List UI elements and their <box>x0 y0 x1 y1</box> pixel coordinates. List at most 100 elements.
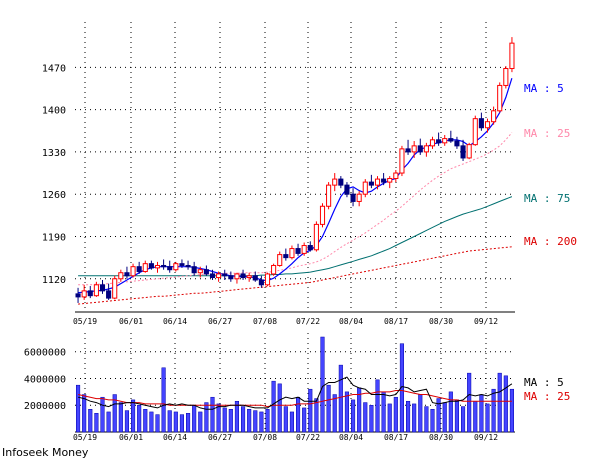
volume-bar <box>143 409 148 433</box>
volume-bar <box>76 384 81 433</box>
volume-bar <box>406 400 411 433</box>
volume-ma25-line <box>77 390 512 408</box>
volume-bar <box>381 391 386 433</box>
volume-legend-ma25: MA : 25 <box>524 390 570 403</box>
volume-bar <box>265 409 270 433</box>
volume-bar <box>363 402 368 433</box>
candle-body <box>161 264 167 268</box>
volume-bar <box>442 402 447 433</box>
volume-bar <box>161 367 166 433</box>
candle-body <box>301 245 307 254</box>
volume-bar <box>167 410 172 433</box>
volume-bar <box>186 413 191 433</box>
candle-body <box>258 279 264 286</box>
price-y-tick-label: 1260 <box>42 190 66 201</box>
volume-bar <box>393 396 398 433</box>
candle-body <box>478 118 484 129</box>
price-x-tick-label: 06/01 <box>119 317 143 326</box>
candle-body <box>228 275 234 280</box>
volume-bar <box>351 399 356 433</box>
volume-x-tick-label: 06/14 <box>163 433 187 442</box>
volume-bar <box>88 409 93 433</box>
volume-bar <box>430 409 435 433</box>
volume-bar <box>461 406 466 433</box>
volume-bar <box>473 400 478 433</box>
volume-bar <box>149 411 154 433</box>
candle-body <box>319 205 326 225</box>
candle-body <box>136 266 142 273</box>
price-x-tick-label: 08/30 <box>429 317 453 326</box>
candle-body <box>130 266 136 277</box>
volume-bar <box>509 388 514 433</box>
volume-bar <box>234 400 239 433</box>
candle-body <box>393 172 399 179</box>
candle-body <box>252 275 258 281</box>
volume-legend-ma5: MA : 5 <box>524 376 564 389</box>
volume-bar <box>289 411 294 433</box>
candle-body <box>411 145 417 153</box>
volume-bar <box>216 403 221 433</box>
ma25-line <box>78 132 513 286</box>
volume-bar <box>387 403 392 433</box>
candle-body <box>87 290 93 297</box>
candle-body <box>240 273 246 279</box>
candle-body <box>326 184 332 207</box>
volume-bar <box>173 411 178 433</box>
price-y-tick-label: 1400 <box>42 106 66 117</box>
candle-body <box>93 284 99 297</box>
volume-bar <box>124 410 129 433</box>
candle-body <box>332 178 338 186</box>
volume-bar <box>314 398 319 433</box>
ma200-line <box>78 246 512 305</box>
volume-bar <box>118 402 123 433</box>
candle-body <box>271 264 277 275</box>
volume-bar <box>479 394 484 433</box>
volume-bar <box>436 398 441 433</box>
price-x-tick-label: 09/12 <box>474 317 498 326</box>
price-legend-ma200: MA : 200 <box>524 235 577 248</box>
candle-body <box>289 248 295 259</box>
volume-bar <box>326 384 331 433</box>
candle-body <box>429 139 436 147</box>
candle-body <box>81 290 87 298</box>
volume-bar <box>308 388 313 433</box>
volume-bar <box>210 396 215 433</box>
volume-bar <box>155 414 160 433</box>
volume-bar <box>247 409 252 433</box>
price-y-tick-label: 1190 <box>42 232 66 243</box>
candle-body <box>264 273 271 286</box>
volume-bar <box>112 394 117 433</box>
candle-body <box>191 266 197 274</box>
candle-body <box>387 177 393 183</box>
volume-bar <box>198 411 203 433</box>
candle-body <box>216 273 222 279</box>
volume-x-tick-label: 09/12 <box>474 433 498 442</box>
candle-body <box>491 110 497 123</box>
candle-body <box>234 273 240 280</box>
price-legend-ma5: MA : 5 <box>524 82 564 95</box>
candle-body <box>197 269 203 274</box>
candle-body <box>75 293 81 298</box>
volume-bar <box>131 399 136 433</box>
volume-bar <box>241 406 246 433</box>
volume-x-tick-label: 08/30 <box>429 433 453 442</box>
volume-bar <box>277 383 282 433</box>
volume-y-tick-label: 4000000 <box>24 374 66 385</box>
candle-body <box>423 145 429 153</box>
candle-body <box>99 284 106 292</box>
candle-body <box>484 121 491 129</box>
candle-body <box>442 138 448 144</box>
volume-bar <box>253 410 258 433</box>
candle-body <box>503 68 509 86</box>
volume-bar <box>485 403 490 433</box>
price-panel: 1120 1190 1260 1330 1400 1470 MA : 5 MA : 25 MA … <box>42 22 577 326</box>
candle-body <box>472 118 478 146</box>
candle-body <box>399 148 405 174</box>
ma75-line <box>78 196 513 277</box>
volume-bar <box>137 404 142 433</box>
volume-bar <box>179 414 184 433</box>
volume-bar <box>344 391 349 433</box>
price-legend-ma75: MA : 75 <box>524 192 570 205</box>
